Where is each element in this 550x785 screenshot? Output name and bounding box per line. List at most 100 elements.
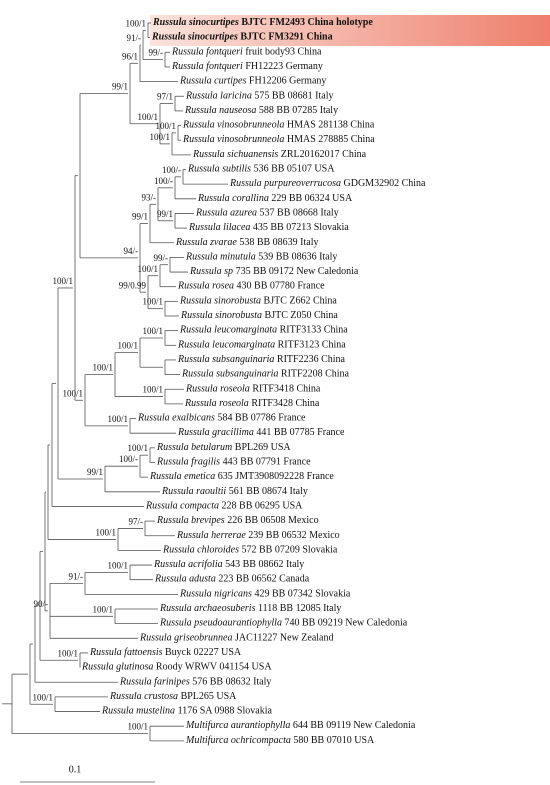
- taxon-name: Russula vinosobrunneola: [182, 120, 284, 131]
- taxon-name: Russula pseudoaurantiophylla: [159, 618, 282, 629]
- taxon-name: Russula leucomarginata: [179, 325, 277, 336]
- leaf-label: Russula fattoensis Buyck 02227 USA: [89, 647, 242, 658]
- voucher: HMAS 281138 China: [287, 120, 375, 131]
- support-value: 100/1: [142, 385, 163, 395]
- voucher: RITF2208 China: [281, 369, 350, 380]
- voucher: 576 BB 08632 Italy: [192, 677, 271, 688]
- support-value: 91/-: [127, 33, 142, 43]
- support-value: 100/1: [95, 527, 116, 537]
- support-value: 100/1: [117, 341, 138, 351]
- scale-label: 0.1: [69, 764, 82, 775]
- taxon-name: Russula fattoensis: [89, 647, 163, 658]
- support-value: 99/-: [154, 253, 169, 263]
- taxon-name: Russula chloroides: [162, 545, 239, 556]
- support-value: 100/1: [92, 363, 113, 373]
- leaf-label: Russula exalbicans 584 BB 07786 France: [137, 413, 306, 424]
- voucher: ZRL20162017 China: [281, 149, 367, 160]
- voucher: RITF3133 China: [280, 325, 349, 336]
- leaf-label: Russula glutinosa Roody WRWV 041154 USA: [81, 662, 272, 673]
- leaf-label: Russula leucomarginata RITF3133 China: [179, 325, 348, 336]
- voucher: 561 BB 08674 Italy: [229, 486, 308, 497]
- support-value: 90/-: [34, 599, 49, 609]
- leaf-label: Russula herrerae 239 BB 06532 Mexico: [176, 530, 340, 541]
- taxon-name: Russula vinosobrunneola: [182, 134, 284, 145]
- taxon-name: Russula herrerae: [176, 530, 246, 541]
- taxon-name: Russula gracillima: [177, 427, 254, 438]
- support-value: 100/-: [119, 454, 138, 464]
- taxon-name: Russula purpureoverrucosa: [229, 178, 341, 189]
- leaf-label: Russula sinocurtipes BJTC FM2493 China h…: [152, 17, 373, 28]
- leaf-label: Russula roseola RITF3428 China: [184, 398, 320, 409]
- voucher: 543 BB 08662 Italy: [225, 559, 304, 570]
- leaf-label: Russula griseobrunnea JAC11227 New Zeala…: [139, 633, 334, 644]
- leaf-label: Russula minutula 539 BB 08636 Italy: [185, 252, 337, 263]
- leaf-label: Russula gracillima 441 BB 07785 France: [177, 427, 345, 438]
- leaf-label: Russula sinorobusta BJTC Z662 China: [179, 296, 337, 307]
- voucher: 228 BB 06295 USA: [222, 501, 304, 512]
- taxon-name: Russula raoultii: [161, 486, 226, 497]
- leaf-label: Russula raoultii 561 BB 08674 Italy: [161, 486, 308, 497]
- taxon-name: Russula compacta: [145, 501, 219, 512]
- taxon-name: Russula mustelina: [101, 706, 175, 717]
- leaf-label: Russula fontqueri FH12223 Germany: [171, 61, 323, 72]
- voucher: JAC11227 New Zealand: [235, 633, 334, 644]
- leaf-label: Russula lilacea 435 BB 07213 Slovakia: [188, 222, 349, 233]
- voucher: 740 BB 09219 New Caledonia: [284, 618, 407, 629]
- leaf-label: Russula archaeosuberis 1118 BB 12085 Ita…: [159, 603, 341, 614]
- taxon-name: Russula rosea: [177, 281, 234, 292]
- support-value: 97/-: [129, 516, 144, 526]
- support-value: 100/1: [107, 560, 128, 570]
- support-value: 99/1: [132, 212, 148, 222]
- leaf-label: Russula subsanguinaria RITF2236 China: [177, 354, 346, 365]
- taxon-name: Russula sinocurtipes: [151, 32, 238, 43]
- support-value: 91/-: [69, 571, 84, 581]
- taxon-name: Russula lilacea: [188, 222, 250, 233]
- leaf-label: Russula vinosobrunneola HMAS 278885 Chin…: [182, 134, 375, 145]
- leaf-label: Russula subtilis 536 BB 05107 USA: [187, 164, 335, 175]
- taxon-name: Russula minutula: [185, 252, 256, 263]
- taxon-name: Russula farinipes: [119, 677, 190, 688]
- voucher: 226 BB 06508 Mexico: [227, 515, 318, 526]
- voucher: 1176 SA 0988 Slovakia: [178, 706, 273, 717]
- taxon-name: Multifurca aurantiophylla: [185, 720, 290, 731]
- leaf-label: Russula purpureoverrucosa GDGM32902 Chin…: [229, 178, 426, 189]
- voucher: GDGM32902 China: [344, 178, 427, 189]
- leaf-label: Russula emetica 635 JMT3908092228 France: [149, 471, 334, 482]
- support-value: 97/1: [157, 92, 173, 102]
- leaf-label: Russula betularum BPL269 USA: [156, 442, 291, 453]
- leaf-label: Russula subsanguinaria RITF2208 China: [181, 369, 350, 380]
- support-value: 99/1: [87, 467, 103, 477]
- taxon-name: Russula subsanguinaria: [177, 354, 274, 365]
- taxon-name: Russula azurea: [195, 208, 257, 219]
- leaf-label: Russula adusta 223 BB 06562 Canada: [154, 574, 310, 585]
- support-value: 99/1: [112, 82, 128, 92]
- voucher: fruit body93 China: [245, 47, 322, 58]
- taxon-name: Russula griseobrunnea: [139, 633, 233, 644]
- support-value: 100/1: [127, 722, 148, 732]
- voucher: 572 BB 07209 Slovakia: [242, 545, 338, 556]
- taxon-name: Russula fontqueri: [171, 61, 243, 72]
- support-value: 100/1: [57, 648, 78, 658]
- leaf-label: Multifurca ochricompacta 580 BB 07010 US…: [185, 735, 375, 746]
- taxon-name: Russula betularum: [156, 442, 232, 453]
- voucher: BJTC FM3291 China: [240, 32, 332, 43]
- support-value: 100/1: [107, 414, 128, 424]
- voucher: 441 BB 07785 France: [256, 427, 345, 438]
- voucher: 1118 BB 12085 Italy: [258, 603, 341, 614]
- taxon-name: Russula archaeosuberis: [159, 603, 256, 614]
- voucher: 584 BB 07786 France: [217, 413, 306, 424]
- voucher: RITF3428 China: [251, 398, 320, 409]
- taxon-name: Russula roseola: [184, 398, 249, 409]
- voucher: 575 BB 08681 Italy: [254, 91, 333, 102]
- support-value: 100/1: [155, 121, 176, 131]
- support-value: 100/1: [125, 18, 146, 28]
- voucher: 735 BB 09172 New Caledonia: [236, 266, 359, 277]
- taxon-name: Russula sichuanensis: [192, 149, 278, 160]
- taxon-name: Multifurca ochricompacta: [185, 735, 291, 746]
- voucher: 443 BB 07791 France: [223, 457, 312, 468]
- leaf-label: Russula sp 735 BB 09172 New Caledonia: [189, 266, 359, 277]
- leaf-label: Russula zvarae 538 BB 08639 Italy: [175, 237, 319, 248]
- leaf-label: Russula mustelina 1176 SA 0988 Slovakia: [101, 706, 272, 717]
- voucher: BJTC FM2493 China holotype: [241, 17, 373, 28]
- leaf-label: Russula sichuanensis ZRL20162017 China: [192, 149, 367, 160]
